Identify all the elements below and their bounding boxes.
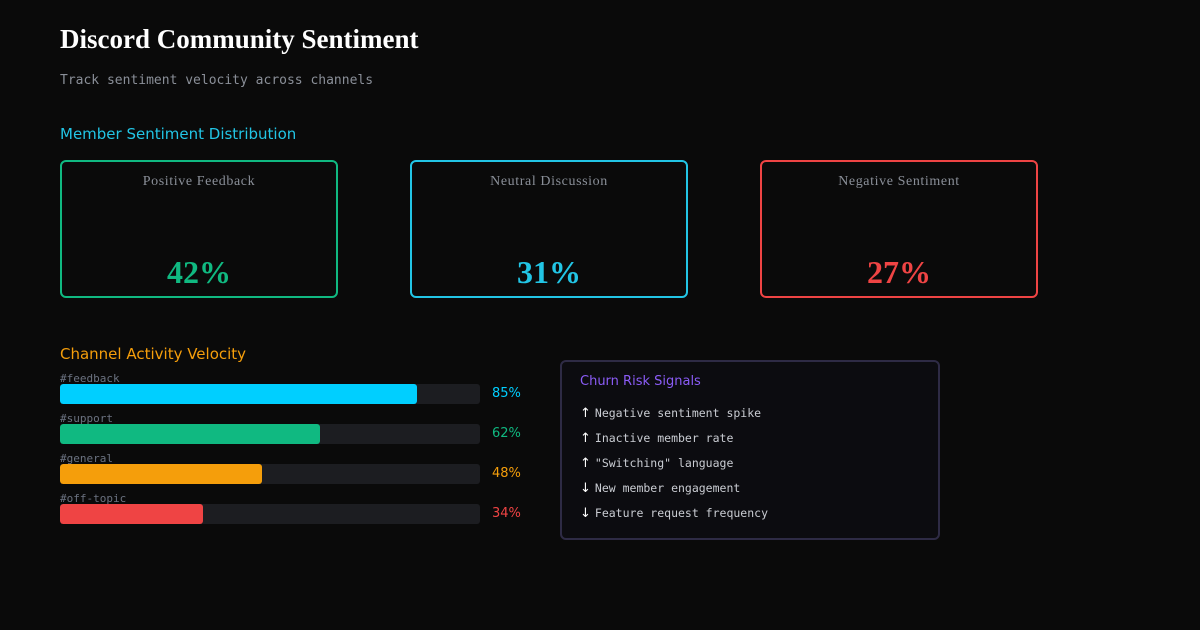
channel-name: #support	[60, 412, 113, 425]
bar-fill	[60, 424, 321, 444]
neutral-discussion-card: Neutral Discussion 31%	[410, 160, 688, 298]
signal-text: "Switching" language	[594, 456, 734, 470]
arrow-down-icon: ↓	[580, 506, 591, 521]
churn-risk-title: Churn Risk Signals	[580, 374, 701, 389]
positive-feedback-card: Positive Feedback 42%	[60, 160, 338, 298]
velocity-section-title: Channel Activity Velocity	[60, 345, 247, 363]
channel-bar-feedback: #feedback 85%	[60, 372, 540, 412]
churn-signal: ↑ Inactive member rate	[580, 431, 733, 446]
bar-track	[60, 424, 480, 444]
card-value: 42%	[167, 254, 231, 290]
card-value: 27%	[867, 254, 931, 290]
distribution-section-title: Member Sentiment Distribution	[60, 125, 297, 143]
page-title: Discord Community Sentiment	[60, 24, 419, 54]
bar-track	[60, 464, 480, 484]
bar-track	[60, 504, 480, 524]
channel-bar-support: #support 62%	[60, 412, 540, 452]
churn-signal: ↓ New member engagement	[580, 481, 740, 496]
channel-bar-general: #general 48%	[60, 452, 540, 492]
card-value: 31%	[517, 254, 581, 290]
signal-text: New member engagement	[594, 481, 741, 495]
churn-risk-panel: Churn Risk Signals ↑ Negative sentiment s…	[560, 360, 940, 540]
arrow-up-icon: ↑	[580, 456, 591, 471]
negative-sentiment-card: Negative Sentiment 27%	[760, 160, 1038, 298]
page-subtitle: Track sentiment velocity across channels	[60, 73, 374, 88]
channel-name: #off-topic	[60, 492, 127, 505]
bar-fill	[60, 504, 203, 524]
bar-track	[60, 384, 480, 404]
card-label: Negative Sentiment	[838, 174, 960, 189]
churn-signal: ↑ "Switching" language	[580, 456, 733, 471]
signal-text: Inactive member rate	[594, 431, 734, 445]
channel-percent: 48%	[492, 466, 521, 481]
channel-percent: 34%	[492, 506, 521, 521]
arrow-down-icon: ↓	[580, 481, 591, 496]
channel-bar-off-topic: #off-topic 34%	[60, 492, 540, 532]
bar-fill	[60, 464, 262, 484]
bar-fill	[60, 384, 417, 404]
arrow-up-icon: ↑	[580, 406, 591, 421]
signal-text: Negative sentiment spike	[594, 406, 762, 420]
channel-percent: 85%	[492, 386, 521, 401]
arrow-up-icon: ↑	[580, 431, 591, 446]
card-label: Neutral Discussion	[490, 174, 608, 189]
churn-signal: ↑ Negative sentiment spike	[580, 406, 761, 421]
card-label: Positive Feedback	[142, 174, 256, 189]
channel-name: #feedback	[60, 372, 120, 385]
channel-name: #general	[60, 452, 113, 465]
signal-text: Feature request frequency	[594, 506, 768, 520]
churn-signal: ↓ Feature request frequency	[580, 506, 768, 521]
channel-percent: 62%	[492, 426, 521, 441]
